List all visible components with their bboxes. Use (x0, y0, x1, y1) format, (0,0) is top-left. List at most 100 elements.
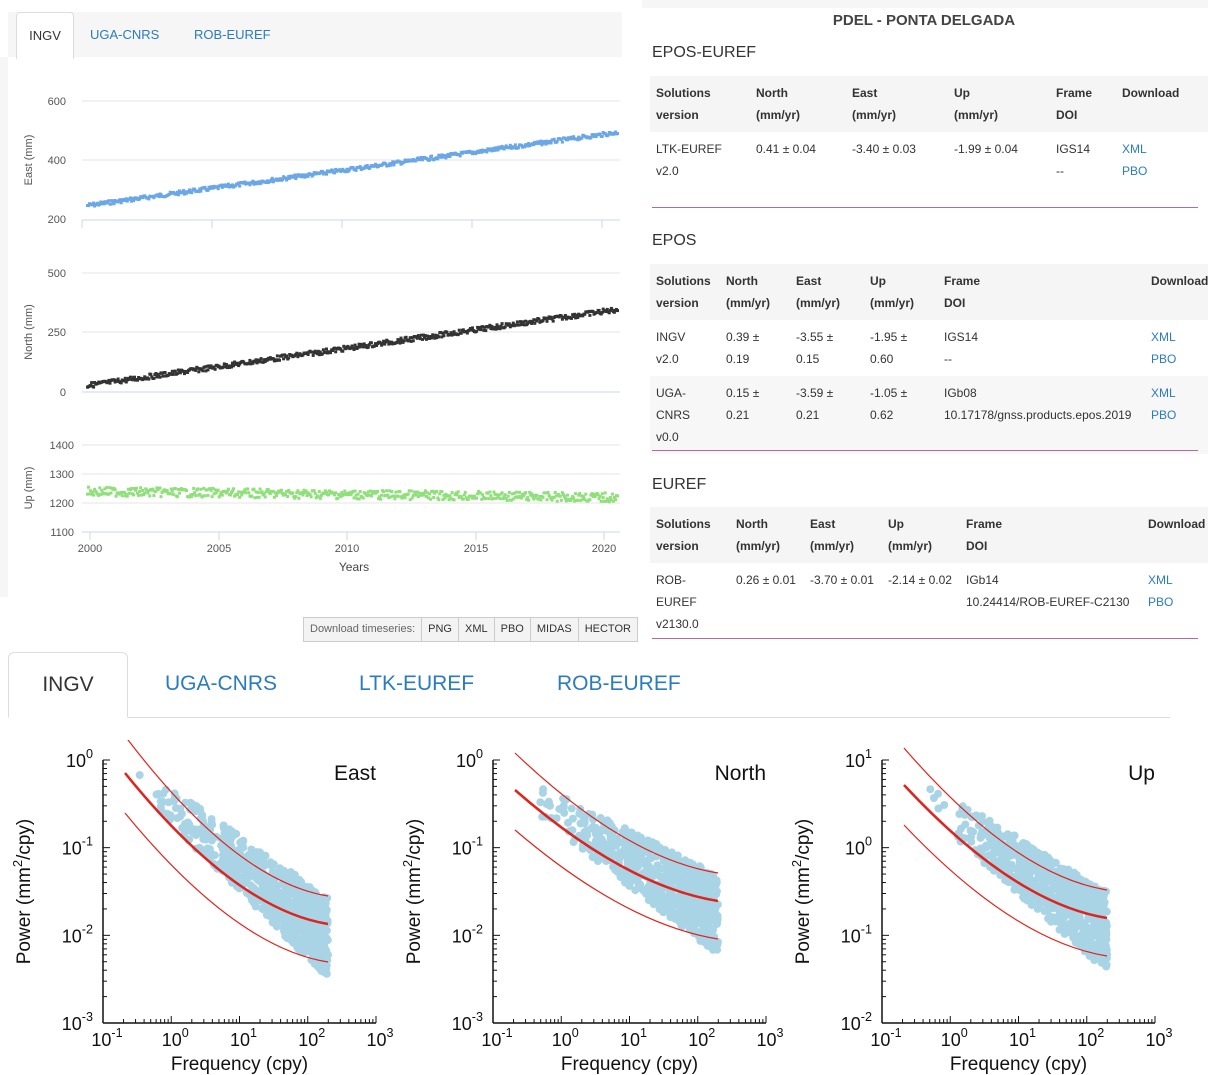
download-pbo-link[interactable]: PBO (1148, 595, 1174, 609)
series-point (286, 495, 290, 498)
series-point (105, 485, 109, 489)
spectrum-point (602, 826, 610, 835)
series-point (611, 499, 615, 503)
up-ytick: 1100 (50, 527, 74, 539)
series-point (281, 178, 284, 181)
series-point (570, 497, 573, 501)
series-point (475, 329, 479, 333)
series-point (165, 489, 169, 493)
spectrum-point (575, 809, 584, 818)
tick-label: 10-1 (452, 835, 483, 859)
tick-label: 10-1 (481, 1026, 512, 1050)
series-point (491, 148, 495, 152)
series-point (159, 495, 163, 499)
tab-rob-euref-spectra[interactable]: ROB-EUREF (557, 672, 681, 695)
east-panel: 600 400 200 East (mm) (23, 96, 620, 228)
series-point (510, 492, 514, 496)
download-png-button[interactable]: PNG (421, 618, 458, 641)
series-point (351, 489, 355, 493)
series-point (590, 492, 594, 496)
series-point (427, 496, 431, 500)
spectrum-point (934, 789, 943, 798)
series-point (143, 375, 147, 379)
series-point (157, 195, 161, 199)
series-point (99, 492, 103, 496)
spectrum-point (244, 873, 253, 882)
series-point (449, 497, 453, 501)
series-point (544, 142, 548, 146)
series-point (387, 164, 391, 168)
spectrum-point (225, 840, 234, 849)
tab-ltk-euref-spectra[interactable]: LTK-EUREF (359, 672, 475, 695)
spectrum-point (652, 893, 661, 901)
series-point (446, 152, 450, 156)
spectrum-point (621, 871, 630, 880)
model-line (514, 829, 719, 940)
east-ytick: 200 (48, 214, 66, 226)
series-point (418, 158, 422, 161)
series-point (219, 491, 223, 494)
download-xml-link[interactable]: XML (1148, 573, 1173, 587)
download-hector-button[interactable]: HECTOR (577, 618, 637, 641)
east-series (86, 130, 619, 208)
series-point (421, 158, 424, 162)
series-point (493, 148, 497, 152)
download-xml-link[interactable]: XML (1151, 330, 1176, 344)
series-point (253, 360, 257, 364)
tab-ingv-spectra[interactable]: INGV (8, 652, 128, 718)
series-point (436, 496, 440, 500)
series-point (493, 325, 497, 329)
series-point (175, 190, 179, 194)
series-point (118, 198, 122, 202)
download-midas-button[interactable]: MIDAS (529, 618, 578, 641)
series-point (601, 307, 605, 311)
series-point (325, 172, 328, 176)
series-point (301, 493, 305, 497)
tab-rob-euref[interactable]: ROB-EUREF (194, 27, 271, 42)
series-point (149, 372, 153, 376)
download-xml-button[interactable]: XML (458, 618, 494, 641)
spectrum-point (188, 800, 197, 809)
spectrum-point (245, 862, 254, 871)
series-point (379, 341, 383, 345)
download-pbo-link[interactable]: PBO (1151, 352, 1177, 366)
download-pbo-link[interactable]: PBO (1122, 164, 1148, 178)
series-point (265, 179, 269, 183)
download-pbo-link[interactable]: PBO (1151, 408, 1177, 422)
series-point (350, 344, 354, 348)
spectrum-point (1059, 865, 1068, 873)
series-point (440, 335, 444, 339)
series-point (122, 379, 126, 383)
series-point (158, 375, 162, 379)
spectrum-point (1044, 871, 1053, 880)
series-point (114, 494, 118, 498)
series-point (494, 496, 498, 500)
series-point (554, 494, 558, 498)
series-point (261, 360, 265, 364)
series-point (223, 489, 227, 493)
spectrum-point (1022, 840, 1031, 849)
series-point (448, 333, 452, 336)
series-point (237, 490, 241, 494)
download-xml-link[interactable]: XML (1122, 142, 1147, 156)
series-point (376, 489, 379, 493)
series-point (449, 331, 453, 335)
tab-uga-cnrs[interactable]: UGA-CNRS (90, 27, 160, 42)
series-point (107, 492, 111, 496)
series-point (464, 496, 468, 500)
tab-ingv[interactable]: INGV (16, 12, 74, 59)
series-point (577, 135, 581, 139)
tick-label: 10-2 (452, 922, 483, 946)
series-point (383, 342, 387, 346)
x-tick: 2005 (207, 543, 231, 555)
download-xml-link[interactable]: XML (1151, 386, 1176, 400)
tab-uga-cnrs-spectra[interactable]: UGA-CNRS (165, 672, 278, 695)
download-pbo-button[interactable]: PBO (493, 618, 530, 641)
series-point (268, 492, 272, 496)
series-point (333, 493, 337, 497)
series-point (306, 174, 310, 178)
series-point (304, 489, 308, 493)
series-point (301, 175, 305, 179)
series-point (509, 498, 513, 502)
series-point (471, 326, 474, 330)
